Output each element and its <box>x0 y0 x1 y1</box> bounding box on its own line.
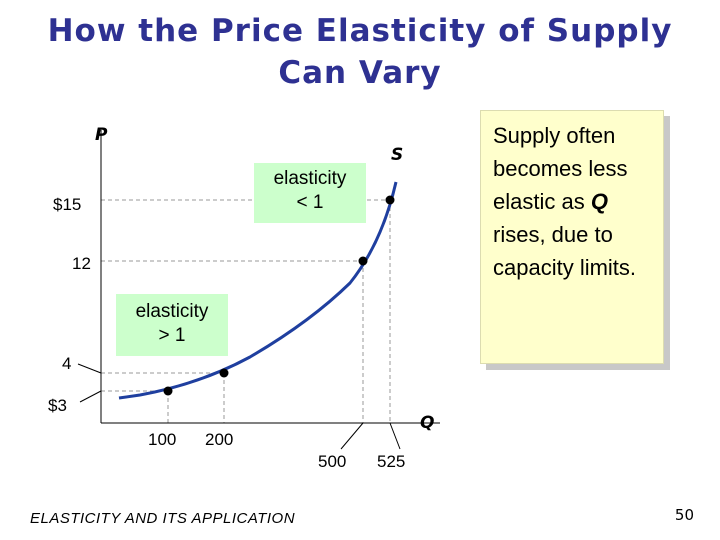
x-tick-label: 100 <box>148 430 176 449</box>
annotation-line: < 1 <box>296 192 324 213</box>
annotation-line: elasticity <box>273 168 347 189</box>
x-tick-label: 200 <box>205 430 233 449</box>
data-point <box>385 195 395 205</box>
annotation-line: > 1 <box>158 325 186 346</box>
leader-line <box>340 422 364 450</box>
supply-curve <box>118 181 398 400</box>
leader-line <box>77 363 102 374</box>
y-axis-label: P <box>95 125 108 145</box>
data-point <box>163 386 173 396</box>
page-number: 50 <box>674 506 694 524</box>
data-points <box>163 195 395 396</box>
note-text-end: rises, due to capacity limits. <box>493 222 637 280</box>
tick-labels: $3 4 12 $15 100 200 500 525 <box>48 195 405 471</box>
note-emphasis: Q <box>590 189 608 214</box>
elasticity-less-than-one-label: elasticity < 1 <box>254 163 366 223</box>
y-tick-label: 4 <box>62 354 71 373</box>
y-tick-label: 12 <box>72 254 91 273</box>
footer-title: ELASTICITY AND ITS APPLICATION <box>30 510 296 527</box>
y-tick-label: $15 <box>53 195 81 214</box>
slide-title: How the Price Elasticity of Supply Can V… <box>47 13 673 91</box>
x-tick-label: 500 <box>318 452 346 471</box>
tick-leader-lines <box>77 363 401 450</box>
leader-line <box>79 390 102 403</box>
data-point <box>219 368 229 378</box>
note-text: Supply often becomes less elastic as <box>493 123 628 214</box>
data-point <box>358 256 368 266</box>
y-tick-label: $3 <box>48 396 67 415</box>
x-tick-label: 525 <box>377 452 405 471</box>
x-axis-label: Q <box>420 413 434 433</box>
supply-curve-label: S <box>391 145 403 165</box>
annotation-line: elasticity <box>135 301 209 322</box>
note-box: Supply often becomes less elastic as Q r… <box>480 110 664 364</box>
leader-line <box>389 422 401 450</box>
elasticity-greater-than-one-label: elasticity > 1 <box>116 294 228 356</box>
